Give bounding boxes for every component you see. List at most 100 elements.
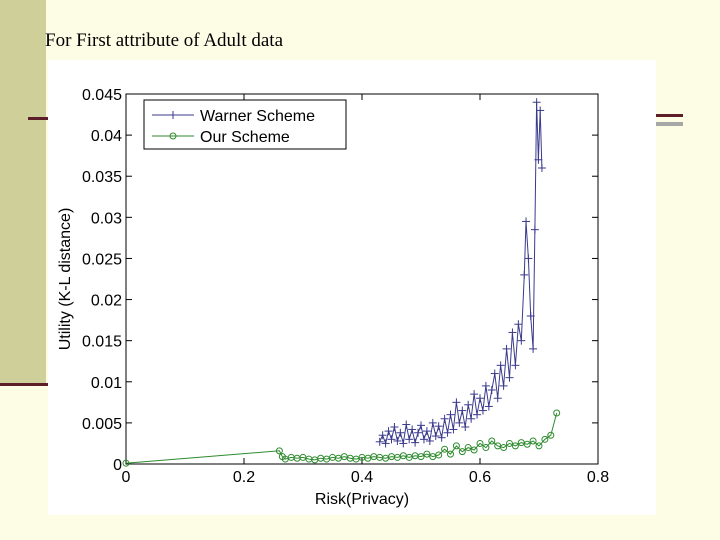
data-point-0-1 (378, 431, 387, 440)
data-point-0-11 (408, 425, 417, 434)
data-point-0-41 (496, 361, 505, 370)
data-point-0-23 (443, 428, 452, 437)
data-point-0-47 (514, 320, 523, 329)
data-point-1-29 (435, 451, 443, 459)
data-point-0-25 (449, 425, 458, 434)
legend-marker-0 (169, 111, 177, 119)
data-point-0-29 (461, 423, 470, 431)
data-point-1-40 (500, 444, 508, 452)
data-point-1-0 (122, 459, 130, 467)
data-point-0-20 (434, 422, 443, 431)
data-point-0-58 (537, 164, 546, 172)
y-tick-label: 0.03 (91, 210, 122, 227)
legend-label-0: Warner Scheme (200, 108, 315, 125)
data-point-0-52 (526, 312, 535, 320)
slide-title: For First attribute of Adult data (45, 30, 284, 51)
data-point-0-55 (532, 98, 541, 107)
sidebar-divider (0, 383, 62, 386)
y-tick-label: 0.005 (82, 416, 122, 433)
legend-item-0: Warner Scheme (152, 108, 315, 125)
data-point-1-42 (511, 442, 519, 450)
y-tick-label: 0.045 (82, 87, 122, 104)
data-point-1-34 (464, 444, 472, 452)
y-axis: 0 0.005 0.01 0.015 0.02 0.025 0.03 0.035 0.04 0.0… (82, 87, 598, 474)
data-point-0-14 (417, 421, 425, 430)
data-point-0-51 (524, 254, 533, 263)
y-tick-label: 0.04 (91, 128, 122, 145)
data-point-0-31 (467, 414, 476, 423)
data-point-0-38 (487, 386, 496, 394)
data-point-0-13 (414, 428, 423, 437)
data-point-1-37 (482, 444, 490, 452)
data-point-1-49 (553, 409, 561, 417)
data-point-1-26 (417, 453, 425, 461)
x-tick-label: 0.4 (351, 469, 373, 486)
data-point-0-36 (481, 381, 490, 390)
data-point-1-46 (535, 442, 543, 450)
data-point-1-36 (476, 439, 484, 447)
data-point-0-21 (437, 433, 446, 442)
x-tick-label: 0.2 (233, 469, 255, 486)
data-point-0-7 (396, 428, 405, 437)
utility-risk-chart: 0 0.2 0.4 0.6 0.8 0 0.005 0.01 0.015 0.02 0.025 0.… (48, 60, 656, 515)
title-rule-left (28, 117, 64, 120)
data-point-1-1 (275, 447, 283, 455)
data-point-1-47 (541, 435, 549, 443)
data-point-0-0 (375, 437, 384, 446)
data-point-1-32 (452, 442, 460, 450)
sidebar-band (0, 0, 46, 385)
data-point-1-30 (441, 445, 449, 453)
y-tick-label: 0.035 (82, 169, 122, 186)
title-rule-right (655, 114, 683, 117)
series-1 (122, 409, 561, 467)
data-point-0-46 (511, 361, 520, 370)
legend-label-1: Our Scheme (200, 129, 290, 146)
data-point-0-17 (425, 436, 434, 445)
data-point-0-40 (493, 394, 502, 403)
data-point-0-26 (452, 398, 461, 407)
data-point-0-54 (530, 225, 539, 234)
y-tick-label: 0.01 (91, 375, 122, 392)
data-point-1-44 (523, 440, 531, 448)
data-point-1-35 (470, 446, 478, 454)
data-point-0-28 (458, 406, 467, 415)
title-rule-right-shadow (655, 122, 683, 126)
data-point-1-31 (447, 450, 454, 458)
data-point-0-15 (419, 435, 428, 444)
legend-box (143, 99, 347, 150)
x-axis-label: Risk(Privacy) (315, 491, 409, 508)
legend-item-1: Our Scheme (152, 129, 290, 146)
data-point-0-18 (428, 418, 437, 427)
x-tick-label: 0 (122, 469, 131, 486)
data-point-1-33 (458, 448, 466, 456)
data-point-0-6 (393, 436, 402, 445)
data-point-1-45 (529, 437, 537, 445)
y-tick-label: 0 (113, 457, 122, 474)
y-tick-label: 0.02 (91, 293, 122, 310)
data-point-1-27 (423, 450, 431, 458)
data-point-0-50 (522, 217, 531, 226)
series-layer (122, 98, 561, 467)
data-point-0-45 (508, 328, 517, 337)
x-tick-label: 0.8 (587, 469, 609, 486)
data-point-0-57 (536, 106, 545, 115)
data-point-0-3 (384, 427, 393, 436)
data-point-0-49 (520, 270, 529, 279)
data-point-0-35 (478, 406, 487, 415)
y-tick-label: 0.025 (82, 251, 122, 268)
data-point-0-19 (431, 432, 440, 441)
data-point-0-37 (484, 402, 493, 411)
data-point-0-10 (405, 435, 414, 444)
data-point-0-34 (476, 394, 484, 403)
data-point-0-39 (490, 369, 499, 378)
x-axis: 0 0.2 0.4 0.6 0.8 (122, 94, 609, 486)
legend-marker-1 (169, 132, 177, 140)
data-point-1-38 (488, 437, 496, 445)
series-0 (375, 98, 546, 448)
data-point-1-41 (506, 439, 513, 447)
data-point-0-33 (473, 410, 482, 419)
data-point-0-44 (505, 373, 514, 382)
data-point-0-56 (534, 155, 543, 164)
data-point-0-27 (455, 418, 464, 427)
data-point-0-53 (529, 344, 538, 353)
